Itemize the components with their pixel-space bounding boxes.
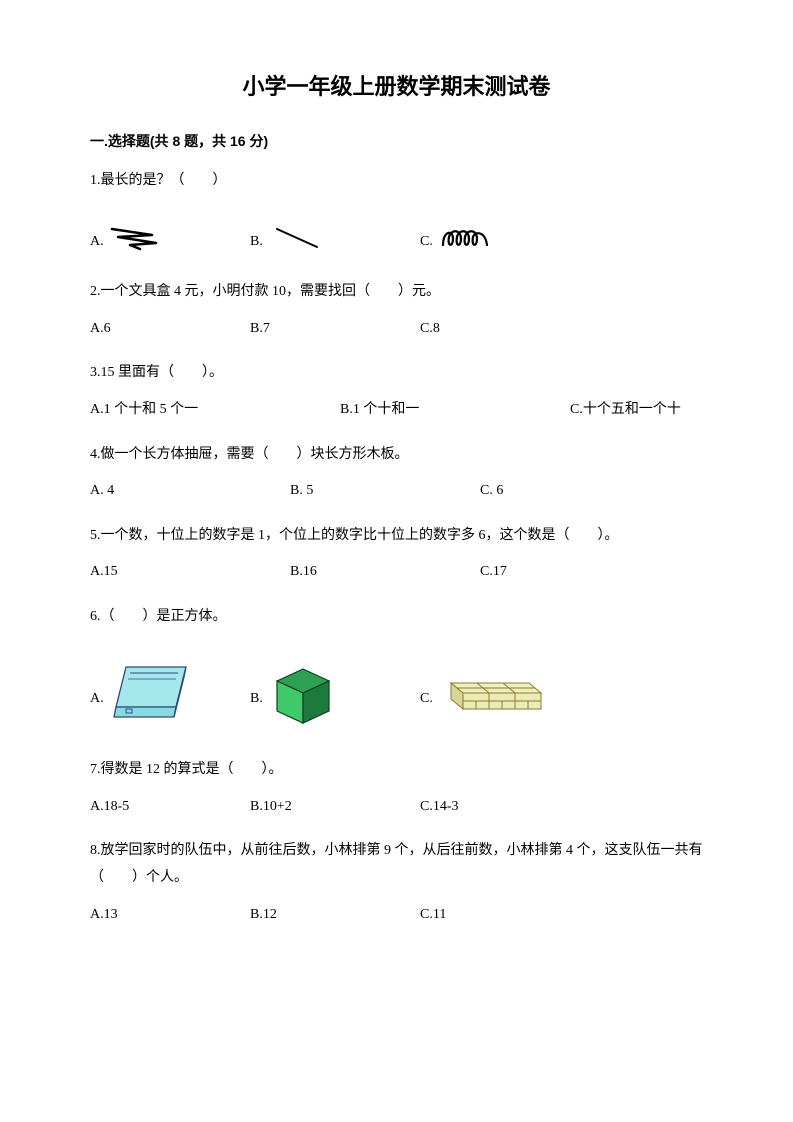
q2-option-a: A.6 — [90, 316, 250, 343]
question-5: 5.一个数，十位上的数字是 1，个位上的数字比十位上的数字多 6，这个数是（ ）… — [90, 523, 703, 586]
question-6-text: 6.（ ）是正方体。 — [90, 604, 703, 631]
question-3-text: 3.15 里面有（ ）。 — [90, 360, 703, 387]
question-2-text: 2.一个文具盒 4 元，小明付款 10，需要找回（ ）元。 — [90, 279, 703, 306]
q1-option-a: A. — [90, 223, 250, 262]
question-7-options: A.18-5 B.10+2 C.14-3 — [90, 794, 703, 821]
question-4-text: 4.做一个长方体抽屉，需要（ ）块长方形木板。 — [90, 442, 703, 469]
straight-line-icon — [267, 223, 327, 262]
zigzag-line-icon — [108, 223, 168, 262]
q4-option-a: A. 4 — [90, 478, 290, 505]
q2-option-c: C.8 — [420, 316, 590, 343]
question-8-options: A.13 B.12 C.11 — [90, 902, 703, 929]
q5-option-a: A.15 — [90, 559, 290, 586]
question-1-options: A. B. C. — [90, 223, 703, 262]
q3-option-b: B.1 个十和一 — [340, 397, 570, 424]
q2-option-b: B.7 — [250, 316, 420, 343]
q6-option-a: A. — [90, 661, 250, 738]
q7-option-c: C.14-3 — [420, 794, 590, 821]
q1-a-label: A. — [90, 229, 104, 256]
section-header: 一.选择题(共 8 题，共 16 分) — [90, 131, 703, 152]
question-4: 4.做一个长方体抽屉，需要（ ）块长方形木板。 A. 4 B. 5 C. 6 — [90, 442, 703, 505]
q6-c-label: C. — [420, 686, 433, 713]
brick-block-icon — [437, 669, 547, 730]
cube-icon — [267, 659, 337, 740]
q8-option-a: A.13 — [90, 902, 250, 929]
q3-option-a: A.1 个十和 5 个一 — [90, 397, 340, 424]
q6-option-c: C. — [420, 669, 590, 730]
q6-option-b: B. — [250, 659, 420, 740]
question-7-text: 7.得数是 12 的算式是（ ）。 — [90, 757, 703, 784]
question-7: 7.得数是 12 的算式是（ ）。 A.18-5 B.10+2 C.14-3 — [90, 757, 703, 820]
question-1-text: 1.最长的是？（ ） — [90, 168, 703, 195]
question-6-options: A. B. — [90, 659, 703, 740]
q1-b-label: B. — [250, 229, 263, 256]
question-2-options: A.6 B.7 C.8 — [90, 316, 703, 343]
q8-option-c: C.11 — [420, 902, 590, 929]
q6-b-label: B. — [250, 686, 263, 713]
q1-c-label: C. — [420, 229, 433, 256]
loopy-line-icon — [437, 223, 497, 262]
question-3: 3.15 里面有（ ）。 A.1 个十和 5 个一 B.1 个十和一 C.十个五… — [90, 360, 703, 423]
question-6: 6.（ ）是正方体。 A. B. — [90, 604, 703, 739]
q1-option-c: C. — [420, 223, 590, 262]
q6-a-label: A. — [90, 686, 104, 713]
q5-option-c: C.17 — [480, 559, 600, 586]
question-4-options: A. 4 B. 5 C. 6 — [90, 478, 703, 505]
question-5-options: A.15 B.16 C.17 — [90, 559, 703, 586]
q7-option-a: A.18-5 — [90, 794, 250, 821]
question-5-text: 5.一个数，十位上的数字是 1，个位上的数字比十位上的数字多 6，这个数是（ ）… — [90, 523, 703, 550]
q3-option-c: C.十个五和一个十 — [570, 397, 690, 424]
cuboid-slanted-icon — [108, 661, 194, 738]
q5-option-b: B.16 — [290, 559, 480, 586]
q4-option-c: C. 6 — [480, 478, 600, 505]
question-8-text: 8.放学回家时的队伍中，从前往后数，小林排第 9 个，从后往前数，小林排第 4 … — [90, 838, 703, 891]
q1-option-b: B. — [250, 223, 420, 262]
question-8: 8.放学回家时的队伍中，从前往后数，小林排第 9 个，从后往前数，小林排第 4 … — [90, 838, 703, 928]
question-1: 1.最长的是？（ ） A. B. C. — [90, 168, 703, 261]
question-3-options: A.1 个十和 5 个一 B.1 个十和一 C.十个五和一个十 — [90, 397, 703, 424]
question-2: 2.一个文具盒 4 元，小明付款 10，需要找回（ ）元。 A.6 B.7 C.… — [90, 279, 703, 342]
page-title: 小学一年级上册数学期末测试卷 — [90, 70, 703, 103]
q8-option-b: B.12 — [250, 902, 420, 929]
q7-option-b: B.10+2 — [250, 794, 420, 821]
q4-option-b: B. 5 — [290, 478, 480, 505]
